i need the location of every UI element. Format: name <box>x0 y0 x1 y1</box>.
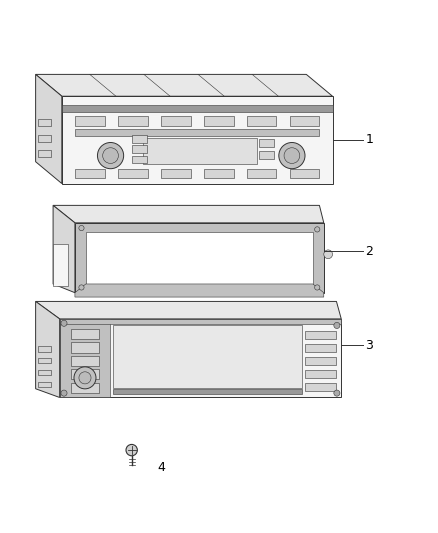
Bar <box>247 116 276 126</box>
Bar <box>132 135 147 142</box>
Bar <box>259 139 274 147</box>
Bar <box>38 119 51 126</box>
Text: 4: 4 <box>158 461 166 474</box>
Bar <box>38 370 51 375</box>
Bar <box>113 389 302 394</box>
Circle shape <box>126 445 138 456</box>
Bar <box>62 96 332 183</box>
Polygon shape <box>35 75 62 183</box>
Bar <box>71 383 99 393</box>
Bar <box>71 343 99 353</box>
Bar <box>132 145 147 153</box>
Polygon shape <box>75 284 324 297</box>
Bar <box>118 116 148 126</box>
Bar <box>161 169 191 179</box>
Bar <box>53 244 68 286</box>
Circle shape <box>74 367 96 389</box>
Text: 3: 3 <box>365 338 373 352</box>
Bar <box>247 169 276 179</box>
Circle shape <box>79 285 84 290</box>
Polygon shape <box>35 302 60 398</box>
Polygon shape <box>53 205 75 293</box>
Bar <box>305 344 336 352</box>
Circle shape <box>314 285 320 290</box>
Bar <box>161 116 191 126</box>
Bar <box>86 231 313 284</box>
Bar <box>38 135 51 142</box>
Text: 1: 1 <box>365 133 373 147</box>
Bar <box>204 169 233 179</box>
Circle shape <box>97 142 124 169</box>
Bar <box>71 329 99 340</box>
Bar <box>71 356 99 366</box>
Polygon shape <box>35 75 332 96</box>
Bar <box>38 382 51 387</box>
Circle shape <box>79 225 84 231</box>
Bar <box>259 151 274 159</box>
Circle shape <box>61 320 67 326</box>
Bar <box>38 150 51 157</box>
Bar <box>38 346 51 352</box>
Circle shape <box>284 148 300 164</box>
Circle shape <box>79 372 91 384</box>
Bar <box>75 169 105 179</box>
Polygon shape <box>53 205 324 223</box>
Circle shape <box>334 390 340 396</box>
Bar <box>75 116 105 126</box>
Bar <box>305 383 336 391</box>
Bar <box>143 138 257 164</box>
Circle shape <box>314 227 320 232</box>
Bar <box>305 332 336 340</box>
Text: 2: 2 <box>365 245 373 258</box>
Bar <box>290 116 319 126</box>
Bar <box>75 223 324 293</box>
Bar <box>113 325 302 388</box>
Bar <box>60 319 341 398</box>
Bar <box>38 358 51 364</box>
Bar <box>60 319 110 398</box>
Circle shape <box>324 250 332 259</box>
Bar <box>132 156 147 164</box>
Bar <box>290 169 319 179</box>
Bar <box>60 319 341 324</box>
Circle shape <box>334 322 340 328</box>
Bar <box>204 116 233 126</box>
Bar <box>305 370 336 378</box>
Bar <box>71 369 99 379</box>
Bar <box>62 105 332 112</box>
Bar <box>305 358 336 365</box>
Circle shape <box>102 148 118 164</box>
Circle shape <box>279 142 305 169</box>
Bar <box>75 130 319 135</box>
Bar <box>118 169 148 179</box>
Circle shape <box>61 390 67 396</box>
Polygon shape <box>35 302 341 319</box>
